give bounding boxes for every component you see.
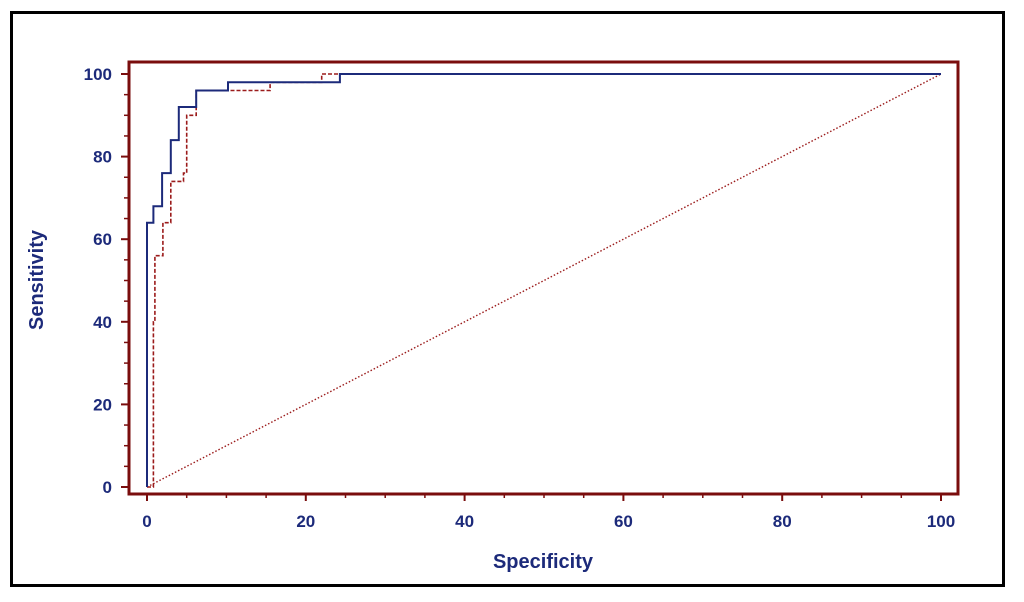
- x-tick-label: 80: [773, 512, 792, 531]
- roc-curve-dashed: [147, 73, 941, 488]
- plot-area: [127, 60, 960, 496]
- y-axis-title: Sensitivity: [26, 229, 48, 330]
- y-tick-label: 20: [93, 395, 112, 414]
- reference-diagonal: [146, 73, 942, 488]
- x-tick-label: 100: [927, 512, 955, 531]
- y-tick-label: 40: [93, 313, 112, 332]
- x-axis-ticks: 0 20 40 60 80 100: [142, 494, 955, 531]
- y-axis-ticks: 0 20 40 60 80 100: [84, 65, 129, 497]
- y-tick-label: 60: [93, 230, 112, 249]
- y-tick-label: 80: [93, 148, 112, 167]
- roc-curve-solid: [146, 73, 941, 487]
- x-tick-label: 0: [142, 512, 151, 531]
- x-axis-title: Specificity: [493, 551, 594, 573]
- x-tick-label: 20: [296, 512, 315, 531]
- x-tick-label: 60: [614, 512, 633, 531]
- series-layer: [146, 73, 942, 488]
- x-tick-label: 40: [455, 512, 474, 531]
- y-tick-label: 100: [84, 65, 112, 84]
- y-tick-label: 0: [103, 478, 112, 497]
